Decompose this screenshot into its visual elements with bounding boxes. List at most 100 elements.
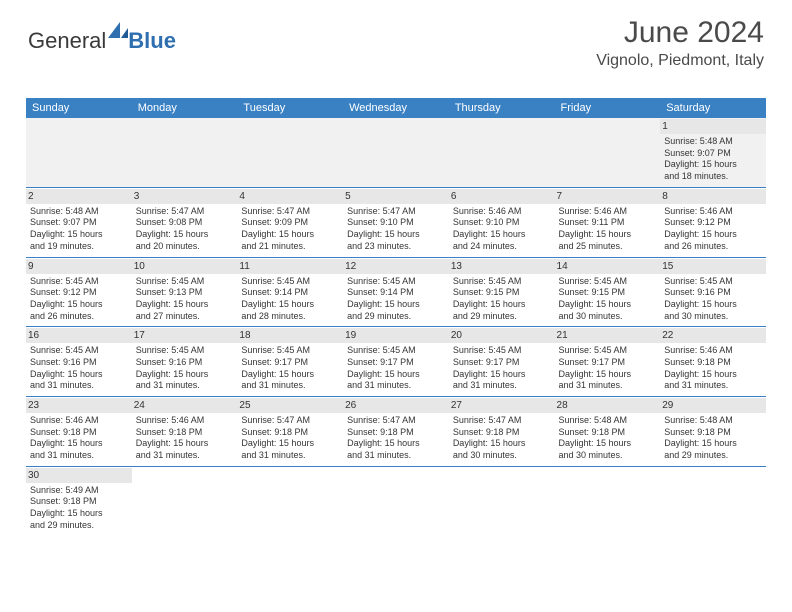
daylight-text: Daylight: 15 hours: [664, 369, 762, 381]
daylight-text: Daylight: 15 hours: [453, 369, 551, 381]
sunrise-text: Sunrise: 5:47 AM: [347, 415, 445, 427]
weekday-header: Wednesday: [343, 98, 449, 118]
sunrise-text: Sunrise: 5:45 AM: [347, 276, 445, 288]
day-number: 3: [132, 189, 238, 204]
daylight-text: Daylight: 15 hours: [664, 438, 762, 450]
sunset-text: Sunset: 9:18 PM: [30, 427, 128, 439]
day-number: 4: [237, 189, 343, 204]
daylight-text: Daylight: 15 hours: [241, 229, 339, 241]
day-number: 18: [237, 328, 343, 343]
day-number: 10: [132, 259, 238, 274]
day-cell: 26Sunrise: 5:47 AMSunset: 9:18 PMDayligh…: [343, 397, 449, 467]
day-cell: 12Sunrise: 5:45 AMSunset: 9:14 PMDayligh…: [343, 257, 449, 327]
day-number: 5: [343, 189, 449, 204]
sunset-text: Sunset: 9:17 PM: [559, 357, 657, 369]
day-number: 9: [26, 259, 132, 274]
daylight-text: Daylight: 15 hours: [453, 438, 551, 450]
daylight-text: and 30 minutes.: [664, 311, 762, 323]
daylight-text: Daylight: 15 hours: [136, 438, 234, 450]
day-cell: 6Sunrise: 5:46 AMSunset: 9:10 PMDaylight…: [449, 187, 555, 257]
sunset-text: Sunset: 9:18 PM: [453, 427, 551, 439]
sunrise-text: Sunrise: 5:48 AM: [30, 206, 128, 218]
day-cell: 14Sunrise: 5:45 AMSunset: 9:15 PMDayligh…: [555, 257, 661, 327]
day-cell: 28Sunrise: 5:48 AMSunset: 9:18 PMDayligh…: [555, 397, 661, 467]
daylight-text: Daylight: 15 hours: [664, 299, 762, 311]
sunrise-text: Sunrise: 5:46 AM: [453, 206, 551, 218]
day-number: 24: [132, 398, 238, 413]
daylight-text: and 28 minutes.: [241, 311, 339, 323]
daylight-text: and 31 minutes.: [664, 380, 762, 392]
weekday-header: Saturday: [660, 98, 766, 118]
day-cell: 27Sunrise: 5:47 AMSunset: 9:18 PMDayligh…: [449, 397, 555, 467]
daylight-text: Daylight: 15 hours: [453, 299, 551, 311]
sunset-text: Sunset: 9:07 PM: [664, 148, 762, 160]
sunrise-text: Sunrise: 5:45 AM: [453, 345, 551, 357]
daylight-text: and 29 minutes.: [30, 520, 128, 532]
calendar-row: 2Sunrise: 5:48 AMSunset: 9:07 PMDaylight…: [26, 187, 766, 257]
sunset-text: Sunset: 9:18 PM: [347, 427, 445, 439]
day-number: 7: [555, 189, 661, 204]
weekday-header: Tuesday: [237, 98, 343, 118]
daylight-text: and 31 minutes.: [241, 380, 339, 392]
weekday-header: Thursday: [449, 98, 555, 118]
sunrise-text: Sunrise: 5:47 AM: [347, 206, 445, 218]
day-number: 17: [132, 328, 238, 343]
daylight-text: Daylight: 15 hours: [453, 229, 551, 241]
sunset-text: Sunset: 9:16 PM: [30, 357, 128, 369]
day-number: 14: [555, 259, 661, 274]
day-number: 15: [660, 259, 766, 274]
day-cell: 18Sunrise: 5:45 AMSunset: 9:17 PMDayligh…: [237, 327, 343, 397]
calendar-row: 23Sunrise: 5:46 AMSunset: 9:18 PMDayligh…: [26, 397, 766, 467]
sunset-text: Sunset: 9:18 PM: [136, 427, 234, 439]
daylight-text: Daylight: 15 hours: [664, 229, 762, 241]
daylight-text: and 26 minutes.: [664, 241, 762, 253]
calendar-row: 9Sunrise: 5:45 AMSunset: 9:12 PMDaylight…: [26, 257, 766, 327]
day-number: 30: [26, 468, 132, 483]
empty-cell: [343, 118, 449, 187]
day-cell: 10Sunrise: 5:45 AMSunset: 9:13 PMDayligh…: [132, 257, 238, 327]
calendar-row: 1Sunrise: 5:48 AMSunset: 9:07 PMDaylight…: [26, 118, 766, 187]
sunset-text: Sunset: 9:14 PM: [347, 287, 445, 299]
title-block: June 2024 Vignolo, Piedmont, Italy: [596, 16, 764, 70]
daylight-text: Daylight: 15 hours: [347, 438, 445, 450]
day-cell: 8Sunrise: 5:46 AMSunset: 9:12 PMDaylight…: [660, 187, 766, 257]
day-cell: 30Sunrise: 5:49 AMSunset: 9:18 PMDayligh…: [26, 466, 132, 535]
empty-cell: [449, 466, 555, 535]
daylight-text: Daylight: 15 hours: [559, 369, 657, 381]
sunrise-text: Sunrise: 5:48 AM: [664, 415, 762, 427]
daylight-text: and 31 minutes.: [347, 450, 445, 462]
sunset-text: Sunset: 9:09 PM: [241, 217, 339, 229]
day-number: 29: [660, 398, 766, 413]
daylight-text: Daylight: 15 hours: [347, 369, 445, 381]
sunset-text: Sunset: 9:17 PM: [347, 357, 445, 369]
daylight-text: and 31 minutes.: [136, 380, 234, 392]
day-number: 21: [555, 328, 661, 343]
weekday-header: Sunday: [26, 98, 132, 118]
day-number: 2: [26, 189, 132, 204]
daylight-text: and 31 minutes.: [559, 380, 657, 392]
day-cell: 2Sunrise: 5:48 AMSunset: 9:07 PMDaylight…: [26, 187, 132, 257]
weekday-header-row: Sunday Monday Tuesday Wednesday Thursday…: [26, 98, 766, 118]
day-number: 22: [660, 328, 766, 343]
daylight-text: and 31 minutes.: [347, 380, 445, 392]
daylight-text: Daylight: 15 hours: [347, 229, 445, 241]
empty-cell: [449, 118, 555, 187]
daylight-text: and 21 minutes.: [241, 241, 339, 253]
sail-icon: [108, 22, 128, 38]
empty-cell: [555, 466, 661, 535]
brand-logo: General Blue: [28, 28, 176, 54]
day-cell: 4Sunrise: 5:47 AMSunset: 9:09 PMDaylight…: [237, 187, 343, 257]
daylight-text: and 31 minutes.: [30, 380, 128, 392]
sunrise-text: Sunrise: 5:47 AM: [136, 206, 234, 218]
daylight-text: and 29 minutes.: [453, 311, 551, 323]
weekday-header: Monday: [132, 98, 238, 118]
daylight-text: Daylight: 15 hours: [136, 299, 234, 311]
daylight-text: Daylight: 15 hours: [559, 229, 657, 241]
day-number: 28: [555, 398, 661, 413]
day-cell: 3Sunrise: 5:47 AMSunset: 9:08 PMDaylight…: [132, 187, 238, 257]
day-cell: 15Sunrise: 5:45 AMSunset: 9:16 PMDayligh…: [660, 257, 766, 327]
sunset-text: Sunset: 9:16 PM: [664, 287, 762, 299]
sunrise-text: Sunrise: 5:48 AM: [559, 415, 657, 427]
daylight-text: Daylight: 15 hours: [136, 369, 234, 381]
sunrise-text: Sunrise: 5:46 AM: [30, 415, 128, 427]
